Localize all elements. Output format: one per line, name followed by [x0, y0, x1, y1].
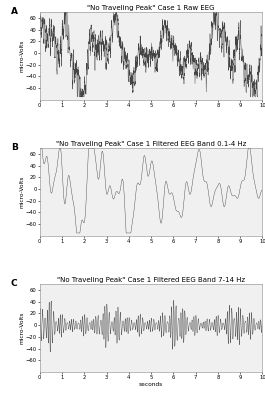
Title: "No Traveling Peak" Case 1 Filtered EEG Band 0.1-4 Hz: "No Traveling Peak" Case 1 Filtered EEG … [56, 141, 246, 147]
Title: "No Traveling Peak" Case 1 Raw EEG: "No Traveling Peak" Case 1 Raw EEG [87, 5, 215, 11]
X-axis label: seconds: seconds [139, 382, 163, 386]
Y-axis label: micro-Volts: micro-Volts [19, 312, 24, 344]
Title: "No Traveling Peak" Case 1 Filtered EEG Band 7-14 Hz: "No Traveling Peak" Case 1 Filtered EEG … [57, 277, 245, 283]
Text: C: C [11, 279, 17, 288]
Y-axis label: micro-Volts: micro-Volts [19, 176, 24, 208]
Text: B: B [11, 143, 18, 152]
Y-axis label: micro-Volts: micro-Volts [19, 40, 24, 72]
Text: A: A [11, 7, 18, 16]
